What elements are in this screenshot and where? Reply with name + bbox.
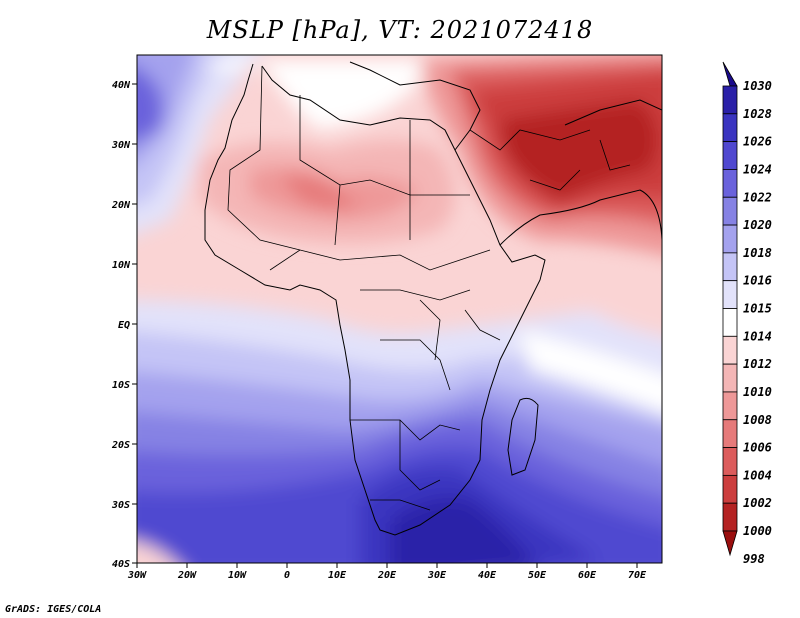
x-tick-label: 10W (228, 570, 247, 581)
colorbar-label: 1024 (743, 162, 772, 176)
y-tick-label: 10S (112, 380, 130, 391)
colorbar-label: 1004 (743, 468, 772, 482)
colorbar-swatch (722, 196, 738, 226)
x-tick-label: 10E (328, 570, 347, 581)
colorbar-label: 1012 (743, 357, 772, 371)
x-tick-label: 50E (528, 570, 547, 581)
colorbar-swatch (722, 474, 738, 504)
x-tick-label: 20W (177, 570, 197, 581)
colorbar-swatch (722, 169, 738, 198)
colorbar-label: 1002 (743, 496, 772, 510)
colorbar-label: 1015 (743, 302, 772, 316)
colorbar-swatch (722, 419, 738, 448)
y-tick-label: 20S (111, 440, 130, 451)
y-tick-label: EQ (118, 320, 130, 331)
colorbar-label: 1010 (743, 385, 772, 399)
y-tick-label: 30S (111, 500, 130, 511)
colorbar-label: 1028 (743, 107, 772, 121)
colorbar-swatch (722, 85, 738, 115)
colorbar-bottom-arrow (722, 530, 738, 557)
x-tick-label: 60E (578, 570, 597, 581)
x-tick-label: 30W (127, 570, 147, 581)
colorbar-swatch (722, 335, 738, 365)
pressure-field (137, 55, 662, 563)
colorbar-label: 1022 (743, 190, 772, 204)
colorbar-swatch (722, 391, 738, 421)
colorbar-label: 1008 (743, 413, 772, 427)
colorbar-swatch (722, 252, 738, 282)
colorbar-swatch (722, 224, 738, 254)
country-borders (227, 65, 631, 511)
y-tick-label: 20N (111, 200, 131, 211)
map-title: MSLP [hPa], VT: 2021072418 (206, 16, 594, 44)
y-tick-label: 10N (112, 260, 131, 271)
colorbar-label: 1014 (743, 329, 772, 343)
colorbar-swatch (722, 280, 738, 309)
colorbar-swatch (722, 363, 738, 393)
colorbar-label: 998 (743, 552, 765, 566)
colorbar-label: 1000 (743, 524, 772, 538)
colorbar-swatch (722, 502, 738, 532)
y-axis: 40N 30N 20N 10N EQ 10S 20S 30S 40S (111, 80, 137, 570)
x-tick-label: 30E (427, 570, 447, 581)
x-tick-label: 20E (377, 570, 397, 581)
colorbar-top-arrow (722, 61, 738, 87)
colorbar-label: 1020 (743, 218, 772, 232)
colorbar-swatch (722, 447, 738, 476)
colorbar-label: 1030 (743, 79, 772, 93)
colorbar-swatch (722, 141, 738, 170)
x-axis: 30W 20W 10W 0 10E 20E 30E 40E 50E 60E 70… (127, 563, 647, 581)
colorbar-label: 1018 (743, 246, 772, 260)
y-tick-label: 30N (111, 140, 131, 151)
x-tick-label: 40E (478, 570, 497, 581)
colorbar-label: 1016 (743, 274, 772, 288)
colorbar: 1030 1028 1026 1024 1022 1020 1018 1016 1015 1014… (722, 61, 772, 566)
x-tick-label: 70E (628, 570, 647, 581)
x-tick-label: 0 (284, 570, 290, 581)
y-tick-label: 40S (112, 559, 130, 570)
colorbar-swatch (722, 308, 738, 337)
plot-frame (136, 54, 663, 564)
colorbar-swatch (722, 113, 738, 143)
colorbar-label: 1006 (743, 441, 772, 455)
y-tick-label: 40N (112, 80, 131, 91)
coastlines (204, 61, 662, 536)
colorbar-label: 1026 (743, 135, 772, 149)
grads-credit: GrADS: IGES/COLA (5, 604, 102, 615)
